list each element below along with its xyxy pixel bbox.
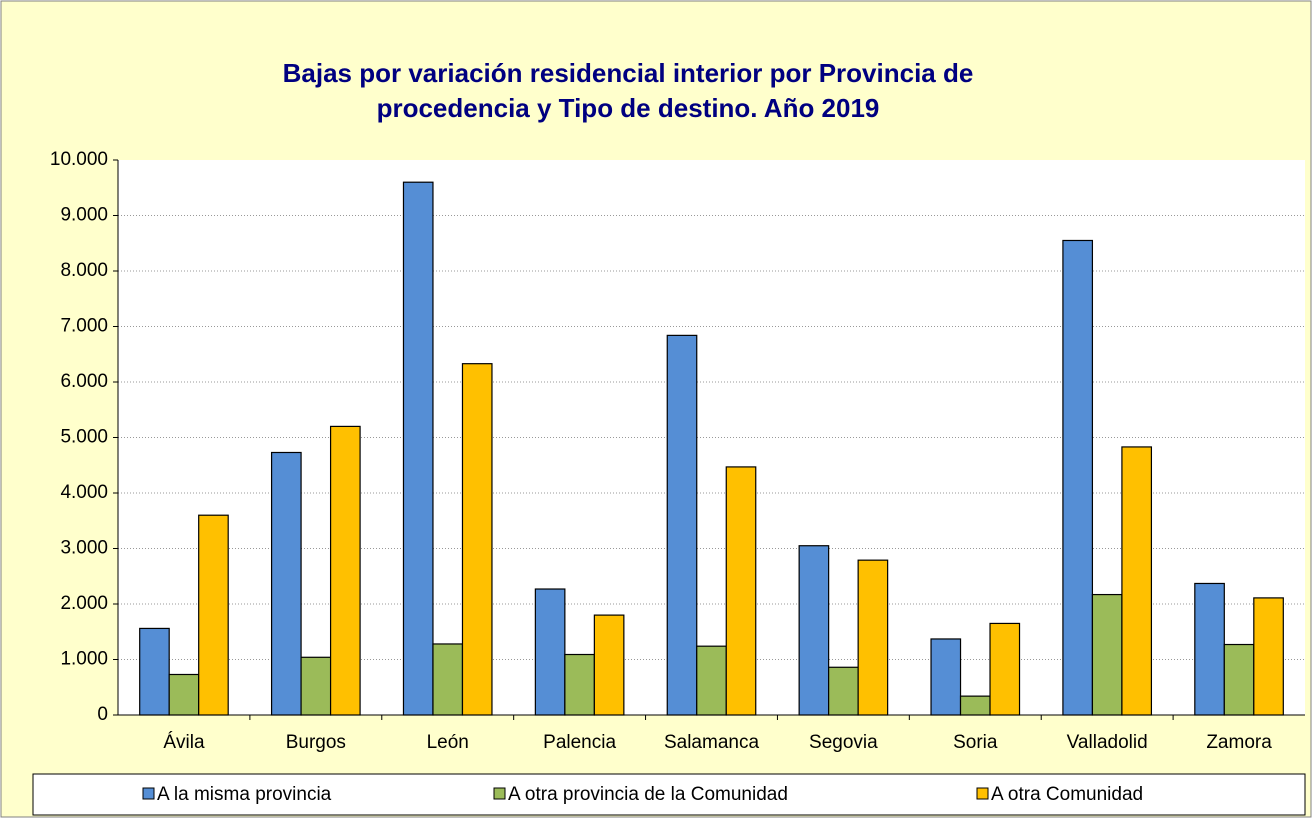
x-tick-label: Soria — [953, 732, 998, 753]
bar — [857, 559, 889, 716]
bar — [1253, 597, 1284, 716]
bar — [168, 673, 200, 716]
y-tick-label: 9.000 — [60, 205, 108, 226]
chart-title: Bajas por variación residencial interior… — [283, 58, 974, 88]
y-tick-label: 5.000 — [60, 427, 108, 448]
bar — [1223, 643, 1255, 716]
chart-title: procedencia y Tipo de destino. Año 2019 — [377, 93, 880, 123]
legend-label: A otra provincia de la Comunidad — [508, 784, 788, 805]
y-tick-label: 7.000 — [60, 316, 108, 337]
bar — [1062, 239, 1094, 716]
bar — [1194, 582, 1225, 716]
x-tick-label: Zamora — [1206, 732, 1272, 753]
x-tick-label: Salamanca — [664, 732, 759, 753]
bar — [959, 695, 991, 716]
bar — [798, 545, 830, 716]
y-tick-label: 6.000 — [60, 371, 108, 392]
bar — [564, 653, 595, 716]
bar — [270, 451, 302, 716]
bar — [461, 363, 493, 716]
legend-swatch — [493, 787, 506, 800]
x-tick-label: Valladolid — [1067, 732, 1148, 753]
bar — [696, 645, 727, 716]
bar — [1121, 446, 1153, 716]
x-tick-label: Ávila — [163, 732, 205, 753]
legend-swatch — [976, 787, 989, 800]
y-tick-label: 2.000 — [60, 593, 108, 614]
bar — [402, 181, 434, 716]
legend-label: A la misma provincia — [157, 784, 332, 805]
bar — [432, 643, 464, 716]
bar — [534, 588, 566, 716]
bar — [198, 514, 229, 716]
bar — [1091, 593, 1123, 716]
bar — [329, 425, 361, 716]
y-tick-label: 1.000 — [60, 649, 108, 670]
y-tick-label: 0 — [97, 704, 108, 725]
bar — [930, 638, 962, 716]
x-tick-label: Burgos — [286, 732, 346, 753]
y-tick-label: 8.000 — [60, 260, 108, 281]
bar — [666, 334, 698, 716]
x-tick-label: Palencia — [543, 732, 616, 753]
legend-box — [32, 773, 1306, 816]
bar — [593, 614, 625, 716]
legend-label: A otra Comunidad — [991, 784, 1143, 805]
x-tick-label: León — [427, 732, 469, 753]
bar — [828, 666, 859, 716]
x-tick-label: Segovia — [809, 732, 878, 753]
y-tick-label: 4.000 — [60, 482, 108, 503]
bar — [300, 656, 332, 716]
bar — [725, 466, 757, 716]
bar — [989, 622, 1021, 716]
legend-swatch — [142, 787, 155, 800]
y-tick-label: 10.000 — [50, 149, 108, 170]
y-tick-label: 3.000 — [60, 538, 108, 559]
bar — [139, 627, 170, 716]
